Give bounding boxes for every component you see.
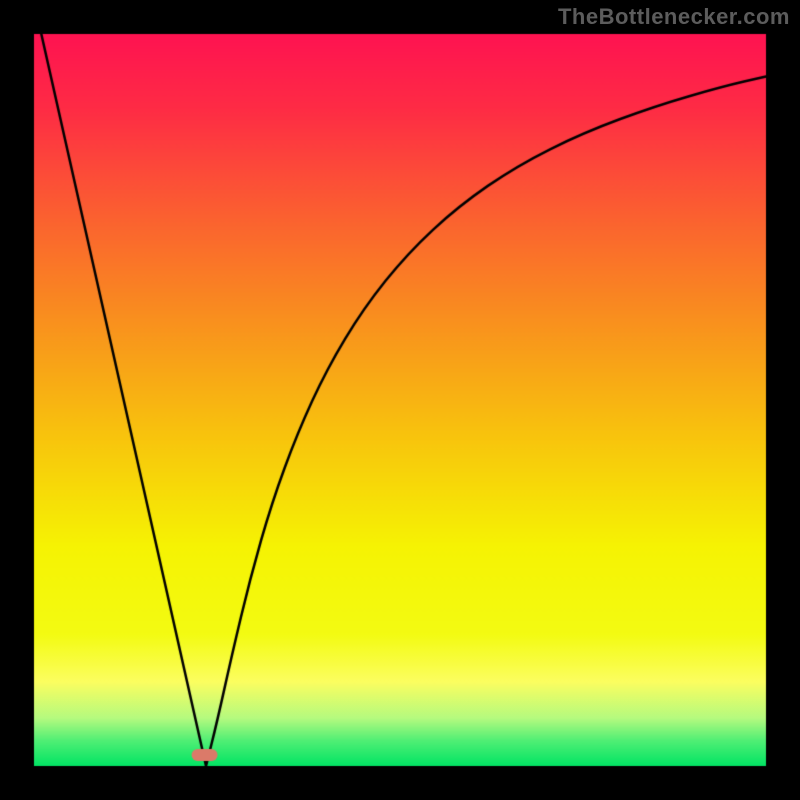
- chart-container: TheBottlenecker.com: [0, 0, 800, 800]
- watermark-text: TheBottlenecker.com: [558, 4, 790, 30]
- bottleneck-chart-canvas: [0, 0, 800, 800]
